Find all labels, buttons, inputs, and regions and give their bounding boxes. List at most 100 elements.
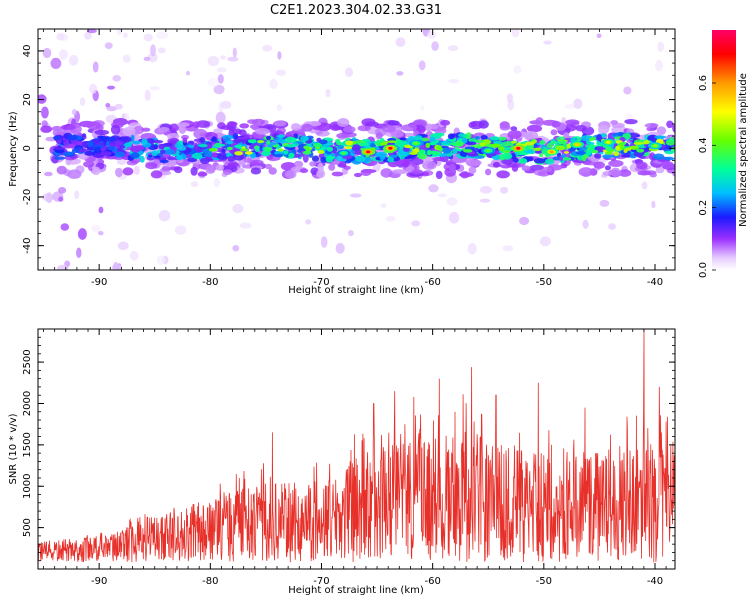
heatmap-cell	[77, 148, 89, 152]
heatmap-cell	[511, 29, 520, 38]
heatmap-cell	[521, 165, 531, 172]
heatmap-cell	[59, 49, 68, 60]
heatmap-cell	[549, 150, 554, 154]
heatmap-cell	[132, 140, 141, 145]
heatmap-cell	[465, 159, 482, 167]
heatmap-cell	[120, 136, 132, 143]
heatmap-cell	[458, 133, 466, 138]
heatmap-cell	[299, 168, 309, 174]
heatmap-cell	[254, 127, 270, 135]
heatmap-cell	[636, 148, 645, 153]
heatmap-cell	[343, 126, 356, 133]
heatmap-cell	[91, 224, 101, 233]
heatmap-cell	[390, 129, 404, 138]
heatmap-cell	[591, 149, 599, 154]
heatmap-cell	[336, 132, 350, 139]
snr-x-tick-label: -90	[91, 576, 107, 587]
heatmap-cell	[657, 41, 665, 52]
heatmap-cell	[211, 136, 217, 142]
heatmap-cell	[100, 136, 106, 142]
heatmap-cell	[496, 170, 510, 179]
heatmap-cell	[156, 255, 166, 266]
heatmap-cell	[133, 165, 140, 175]
heatmap-cell	[565, 119, 580, 126]
heatmap-cell	[581, 135, 593, 139]
heatmap-cell	[618, 169, 632, 177]
heatmap-cell	[418, 60, 426, 71]
heatmap-cell	[117, 158, 127, 165]
heatmap-cell	[158, 209, 171, 222]
heatmap-cell	[435, 170, 443, 180]
heatmap-cell	[610, 120, 618, 125]
heatmap-cell	[517, 151, 527, 155]
heatmap-cell	[215, 111, 226, 124]
heatmap-cell	[235, 144, 243, 149]
heatmap-cell	[150, 44, 156, 57]
heatmap-cell	[460, 171, 470, 179]
heatmap-cell	[57, 264, 69, 270]
heatmap-cell	[519, 216, 530, 226]
heatmap-cell	[345, 140, 353, 146]
heatmap-cell	[58, 187, 67, 194]
heatmap-cell	[337, 144, 344, 150]
heatmap-cell	[660, 161, 674, 167]
heatmap-cell	[149, 86, 161, 91]
heatmap-cell	[325, 156, 334, 163]
heatmap-cell	[153, 144, 158, 150]
snr-y-ticks: 500 1000 1500 2000 2500	[22, 328, 675, 570]
heatmap-cell	[232, 245, 240, 252]
heatmap-cell	[641, 181, 648, 190]
heatmap-cell	[492, 161, 501, 168]
heatmap-cell	[234, 151, 243, 156]
heatmap-cell	[380, 203, 387, 208]
heatmap-cell	[301, 123, 313, 132]
heatmap-cell	[351, 144, 361, 151]
heatmap-cell	[539, 236, 551, 247]
snr-series-line	[38, 329, 675, 563]
heatmap-cell	[208, 148, 218, 152]
heatmap-cell	[53, 156, 66, 160]
heatmap-cell	[442, 141, 449, 145]
heatmap-cell	[540, 146, 549, 150]
heatmap-cell	[105, 103, 111, 108]
heatmap-cell	[148, 154, 153, 158]
heatmap-cell	[474, 135, 481, 140]
heatmap-cell	[277, 51, 282, 60]
heatmap-cell	[600, 133, 607, 138]
heatmap-cell	[211, 152, 218, 158]
heatmap-cell	[86, 121, 101, 130]
heatmap-cell	[213, 128, 223, 134]
heatmap-cell	[169, 123, 180, 132]
heatmap-cell	[233, 154, 245, 161]
heatmap-cell	[178, 146, 187, 151]
heatmap-cell	[564, 104, 576, 109]
heatmap-cell	[133, 125, 145, 135]
heatmap-cell	[71, 148, 80, 153]
heatmap-cell	[498, 136, 507, 141]
colorbar-tick-label: 0.4	[698, 137, 709, 153]
heatmap-cell	[45, 192, 53, 204]
heatmap-cell	[463, 149, 473, 153]
heatmap-cell	[205, 165, 216, 174]
heatmap-cell	[452, 148, 458, 155]
heatmap-cell	[228, 121, 238, 127]
heatmap-cell	[402, 159, 410, 168]
colorbar-tick-label: 0.6	[698, 75, 709, 91]
heatmap-cell	[409, 151, 418, 155]
heatmap-cell	[608, 160, 624, 167]
heatmap-cell	[277, 148, 284, 152]
heatmap-cell	[532, 139, 537, 144]
heatmap-cell	[650, 134, 656, 141]
heatmap-cell	[401, 124, 417, 132]
heatmap-cell	[655, 59, 664, 72]
heatmap-cell	[244, 151, 253, 155]
heatmap-cell	[516, 146, 521, 150]
heatmap-cell	[672, 172, 675, 177]
heatmap-cell	[624, 119, 638, 125]
heatmap-cell	[359, 142, 370, 146]
heatmap-cell	[283, 150, 289, 155]
heatmap-cell	[582, 219, 589, 229]
heatmap-cell	[98, 206, 104, 214]
heatmap-cell	[526, 124, 543, 133]
